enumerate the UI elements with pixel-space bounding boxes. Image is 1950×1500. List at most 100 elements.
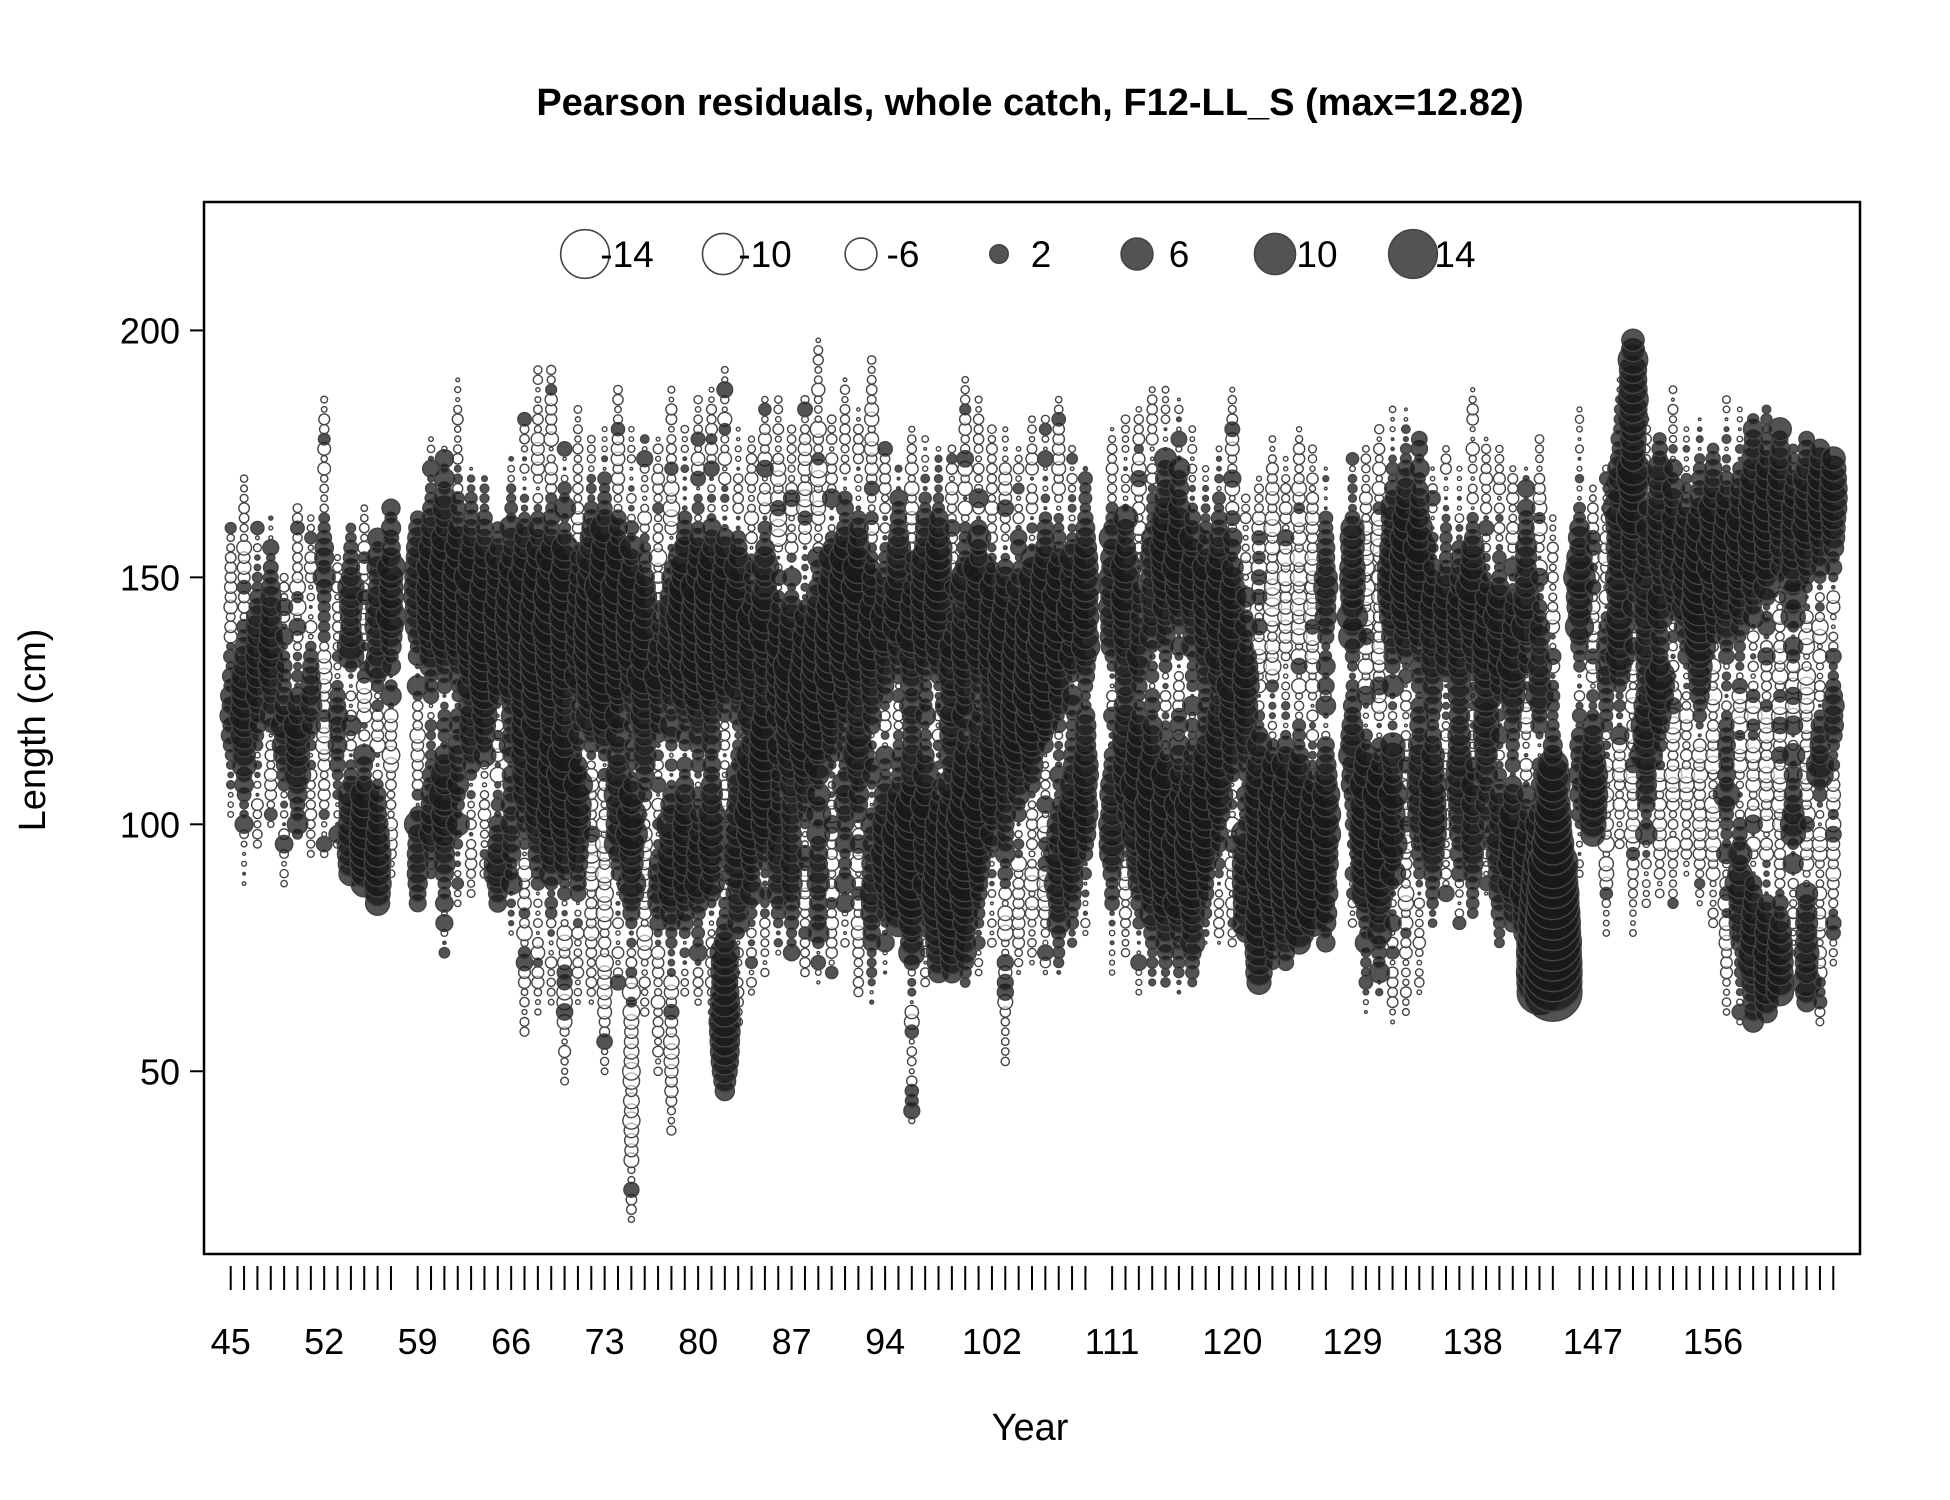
residual-bubble-negative <box>615 930 621 936</box>
residual-bubble-negative <box>1630 920 1636 927</box>
chart-title: Pearson residuals, whole catch, F12-LL_S… <box>536 82 1523 124</box>
residual-bubble-negative <box>306 839 316 849</box>
residual-bubble-negative <box>345 690 357 702</box>
residual-bubble-positive <box>1145 956 1159 969</box>
residual-bubble-positive <box>996 953 1014 972</box>
residual-bubble-positive <box>691 501 705 515</box>
residual-bubble-negative <box>535 891 540 896</box>
residual-bubble-negative <box>1519 757 1534 773</box>
residual-bubble-negative <box>1402 959 1410 967</box>
residual-bubble-negative <box>1188 474 1197 483</box>
residual-bubble-negative <box>1736 406 1743 413</box>
residual-bubble-negative <box>1668 888 1678 899</box>
residual-bubble-negative <box>358 729 371 742</box>
residual-bubble-negative <box>279 572 289 583</box>
residual-bubble-negative <box>1108 929 1116 937</box>
residual-bubble-negative <box>653 522 664 534</box>
residual-bubble-positive <box>1109 940 1115 946</box>
residual-bubble-negative <box>1470 436 1476 442</box>
residual-bubble-positive <box>317 432 331 446</box>
residual-bubble-positive <box>1201 494 1210 502</box>
residual-bubble-negative <box>613 493 623 503</box>
residual-bubble-negative <box>1120 483 1131 494</box>
residual-bubble-negative <box>989 930 995 936</box>
residual-bubble-positive <box>308 605 313 610</box>
residual-bubble-positive <box>384 679 398 693</box>
residual-bubble-positive <box>1269 693 1276 699</box>
residual-bubble-negative <box>1829 613 1837 621</box>
residual-bubble-positive <box>1200 512 1211 524</box>
residual-bubble-negative <box>1105 462 1119 476</box>
residual-bubble-negative <box>1323 722 1329 729</box>
residual-bubble-positive <box>340 714 362 737</box>
residual-bubble-positive <box>1160 720 1171 731</box>
residual-bubble-negative <box>680 978 690 987</box>
residual-bubble-positive <box>933 473 944 484</box>
residual-bubble-positive <box>494 761 502 769</box>
residual-bubble-positive <box>521 456 528 462</box>
residual-bubble-negative <box>588 999 595 1005</box>
residual-bubble-positive <box>664 461 679 476</box>
residual-bubble-negative <box>774 435 782 443</box>
residual-bubble-negative <box>1681 819 1692 829</box>
residual-bubble-negative <box>1536 465 1543 472</box>
residual-bubble-negative <box>1750 673 1757 679</box>
residual-bubble-negative <box>1483 436 1489 442</box>
residual-bubble-positive <box>1250 588 1268 606</box>
residual-bubble-positive <box>1054 740 1064 750</box>
residual-bubble-negative <box>1147 424 1158 435</box>
residual-bubble-negative <box>534 395 542 404</box>
residual-bubble-negative <box>852 442 865 456</box>
residual-bubble-negative <box>1014 829 1023 839</box>
residual-bubble-negative <box>665 403 678 416</box>
residual-bubble-positive <box>1144 688 1161 704</box>
residual-bubble-negative <box>653 1037 663 1046</box>
residual-bubble-positive <box>987 868 997 879</box>
residual-bubble-negative <box>1466 403 1479 416</box>
residual-bubble-negative <box>744 471 759 486</box>
residual-bubble-negative <box>825 936 838 949</box>
residual-bubble-positive <box>1029 476 1034 481</box>
residual-bubble-negative <box>1735 780 1745 790</box>
residual-bubble-negative <box>1399 689 1412 702</box>
residual-bubble-negative <box>666 1106 677 1116</box>
residual-bubble-positive <box>517 946 532 960</box>
residual-bubble-positive <box>1108 919 1116 927</box>
residual-bubble-negative <box>519 1016 530 1027</box>
residual-bubble-negative <box>1817 822 1822 827</box>
residual-bubble-negative <box>613 384 623 395</box>
residual-bubble-positive <box>451 877 465 891</box>
residual-bubble-negative <box>904 1004 920 1020</box>
residual-bubble-negative <box>1267 720 1278 731</box>
residual-bubble-negative <box>1736 416 1743 423</box>
residual-bubble-negative <box>869 802 874 807</box>
residual-bubble-negative <box>1146 413 1159 426</box>
residual-bubble-positive <box>863 480 880 497</box>
residual-bubble-negative <box>238 512 250 524</box>
residual-bubble-negative <box>811 382 826 397</box>
residual-bubble-negative <box>332 562 343 573</box>
residual-bubble-negative <box>1507 482 1519 495</box>
residual-bubble-positive <box>1109 673 1115 679</box>
residual-bubble-negative <box>534 1008 542 1016</box>
residual-bubble-negative <box>518 917 531 929</box>
residual-bubble-negative <box>1240 493 1251 504</box>
residual-bubble-negative <box>1577 495 1582 501</box>
residual-bubble-negative <box>1202 475 1210 483</box>
residual-bubble-negative <box>826 907 838 919</box>
residual-bubble-negative <box>628 436 635 443</box>
residual-bubble-negative <box>1642 889 1650 898</box>
residual-bubble-negative <box>972 413 985 426</box>
residual-bubble-positive <box>1292 718 1307 733</box>
residual-bubble-positive <box>288 617 307 636</box>
residual-bubble-positive <box>453 464 462 473</box>
residual-bubble-negative <box>650 945 666 960</box>
residual-bubble-negative <box>1815 869 1825 879</box>
residual-bubble-positive <box>435 913 454 933</box>
residual-bubble-negative <box>1616 821 1623 828</box>
residual-bubble-negative <box>1416 959 1423 966</box>
residual-bubble-positive <box>904 1024 920 1039</box>
residual-bubble-negative <box>383 708 399 724</box>
residual-bubble-positive <box>730 529 747 546</box>
residual-bubble-negative <box>1000 1056 1011 1067</box>
